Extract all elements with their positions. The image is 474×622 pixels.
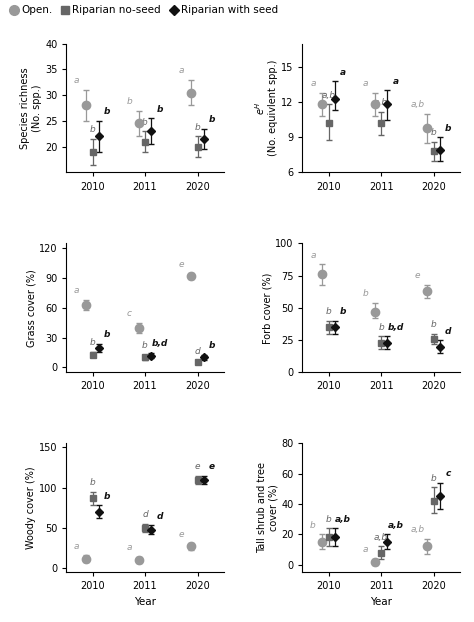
Text: b: b	[104, 108, 110, 116]
Text: a,b: a,b	[388, 521, 404, 530]
Text: b: b	[326, 307, 331, 316]
Text: b: b	[363, 289, 368, 298]
Text: b: b	[431, 320, 437, 329]
Text: b: b	[142, 341, 148, 350]
Text: d: d	[156, 512, 163, 521]
Text: b: b	[142, 118, 148, 127]
Y-axis label: Woody cover (%): Woody cover (%)	[26, 466, 36, 549]
Text: b: b	[340, 307, 346, 316]
Text: d: d	[195, 347, 201, 356]
Text: a: a	[74, 542, 80, 551]
Y-axis label: Species richness
(No. spp.): Species richness (No. spp.)	[20, 67, 42, 149]
Text: a,b: a,b	[411, 526, 425, 534]
Text: b: b	[326, 515, 331, 524]
Text: e: e	[209, 462, 215, 471]
Text: a: a	[393, 77, 399, 86]
Text: a,b: a,b	[411, 100, 425, 109]
Text: b: b	[431, 474, 437, 483]
Text: a: a	[74, 287, 80, 295]
Text: b: b	[90, 338, 95, 347]
Text: b: b	[104, 492, 110, 501]
Text: a: a	[127, 544, 132, 552]
Text: b: b	[156, 105, 163, 114]
Text: a,b: a,b	[335, 515, 351, 524]
Text: b: b	[445, 124, 452, 133]
Y-axis label: Tall shrub and tree
cover (%): Tall shrub and tree cover (%)	[256, 462, 278, 553]
Text: b,d: b,d	[388, 323, 404, 332]
Text: a: a	[74, 77, 80, 85]
X-axis label: Year: Year	[134, 597, 156, 607]
Text: a,b: a,b	[374, 533, 388, 542]
Text: c: c	[127, 309, 132, 318]
Text: a: a	[310, 251, 316, 259]
Text: b: b	[378, 323, 384, 332]
Text: b: b	[310, 521, 316, 530]
Text: a: a	[340, 68, 346, 77]
Text: b: b	[209, 341, 216, 350]
Text: e: e	[195, 462, 200, 471]
Text: a: a	[310, 79, 316, 88]
Text: a,b: a,b	[374, 98, 388, 107]
Text: b: b	[127, 97, 132, 106]
Text: b: b	[195, 123, 201, 132]
Text: c: c	[446, 469, 451, 478]
Legend: Open., Riparian no-seed, Riparian with seed: Open., Riparian no-seed, Riparian with s…	[10, 5, 278, 15]
Text: e: e	[179, 259, 184, 269]
Text: d: d	[445, 327, 452, 336]
Text: a: a	[179, 66, 184, 75]
Y-axis label: Grass cover (%): Grass cover (%)	[26, 269, 36, 347]
Text: a: a	[363, 545, 368, 554]
Text: b: b	[104, 330, 110, 339]
Text: a,b: a,b	[321, 91, 336, 100]
Text: e: e	[415, 271, 420, 280]
Text: b: b	[90, 126, 95, 134]
Y-axis label: Forb cover (%): Forb cover (%)	[262, 272, 272, 343]
Text: b,d: b,d	[152, 339, 168, 348]
Y-axis label: $e^H$
(No. equivlent spp.): $e^H$ (No. equivlent spp.)	[253, 60, 278, 156]
Text: b: b	[431, 129, 437, 137]
Text: b: b	[90, 478, 95, 487]
Text: e: e	[179, 530, 184, 539]
Text: d: d	[142, 511, 148, 519]
Text: a: a	[363, 79, 368, 88]
X-axis label: Year: Year	[370, 597, 392, 607]
Text: b: b	[209, 115, 216, 124]
